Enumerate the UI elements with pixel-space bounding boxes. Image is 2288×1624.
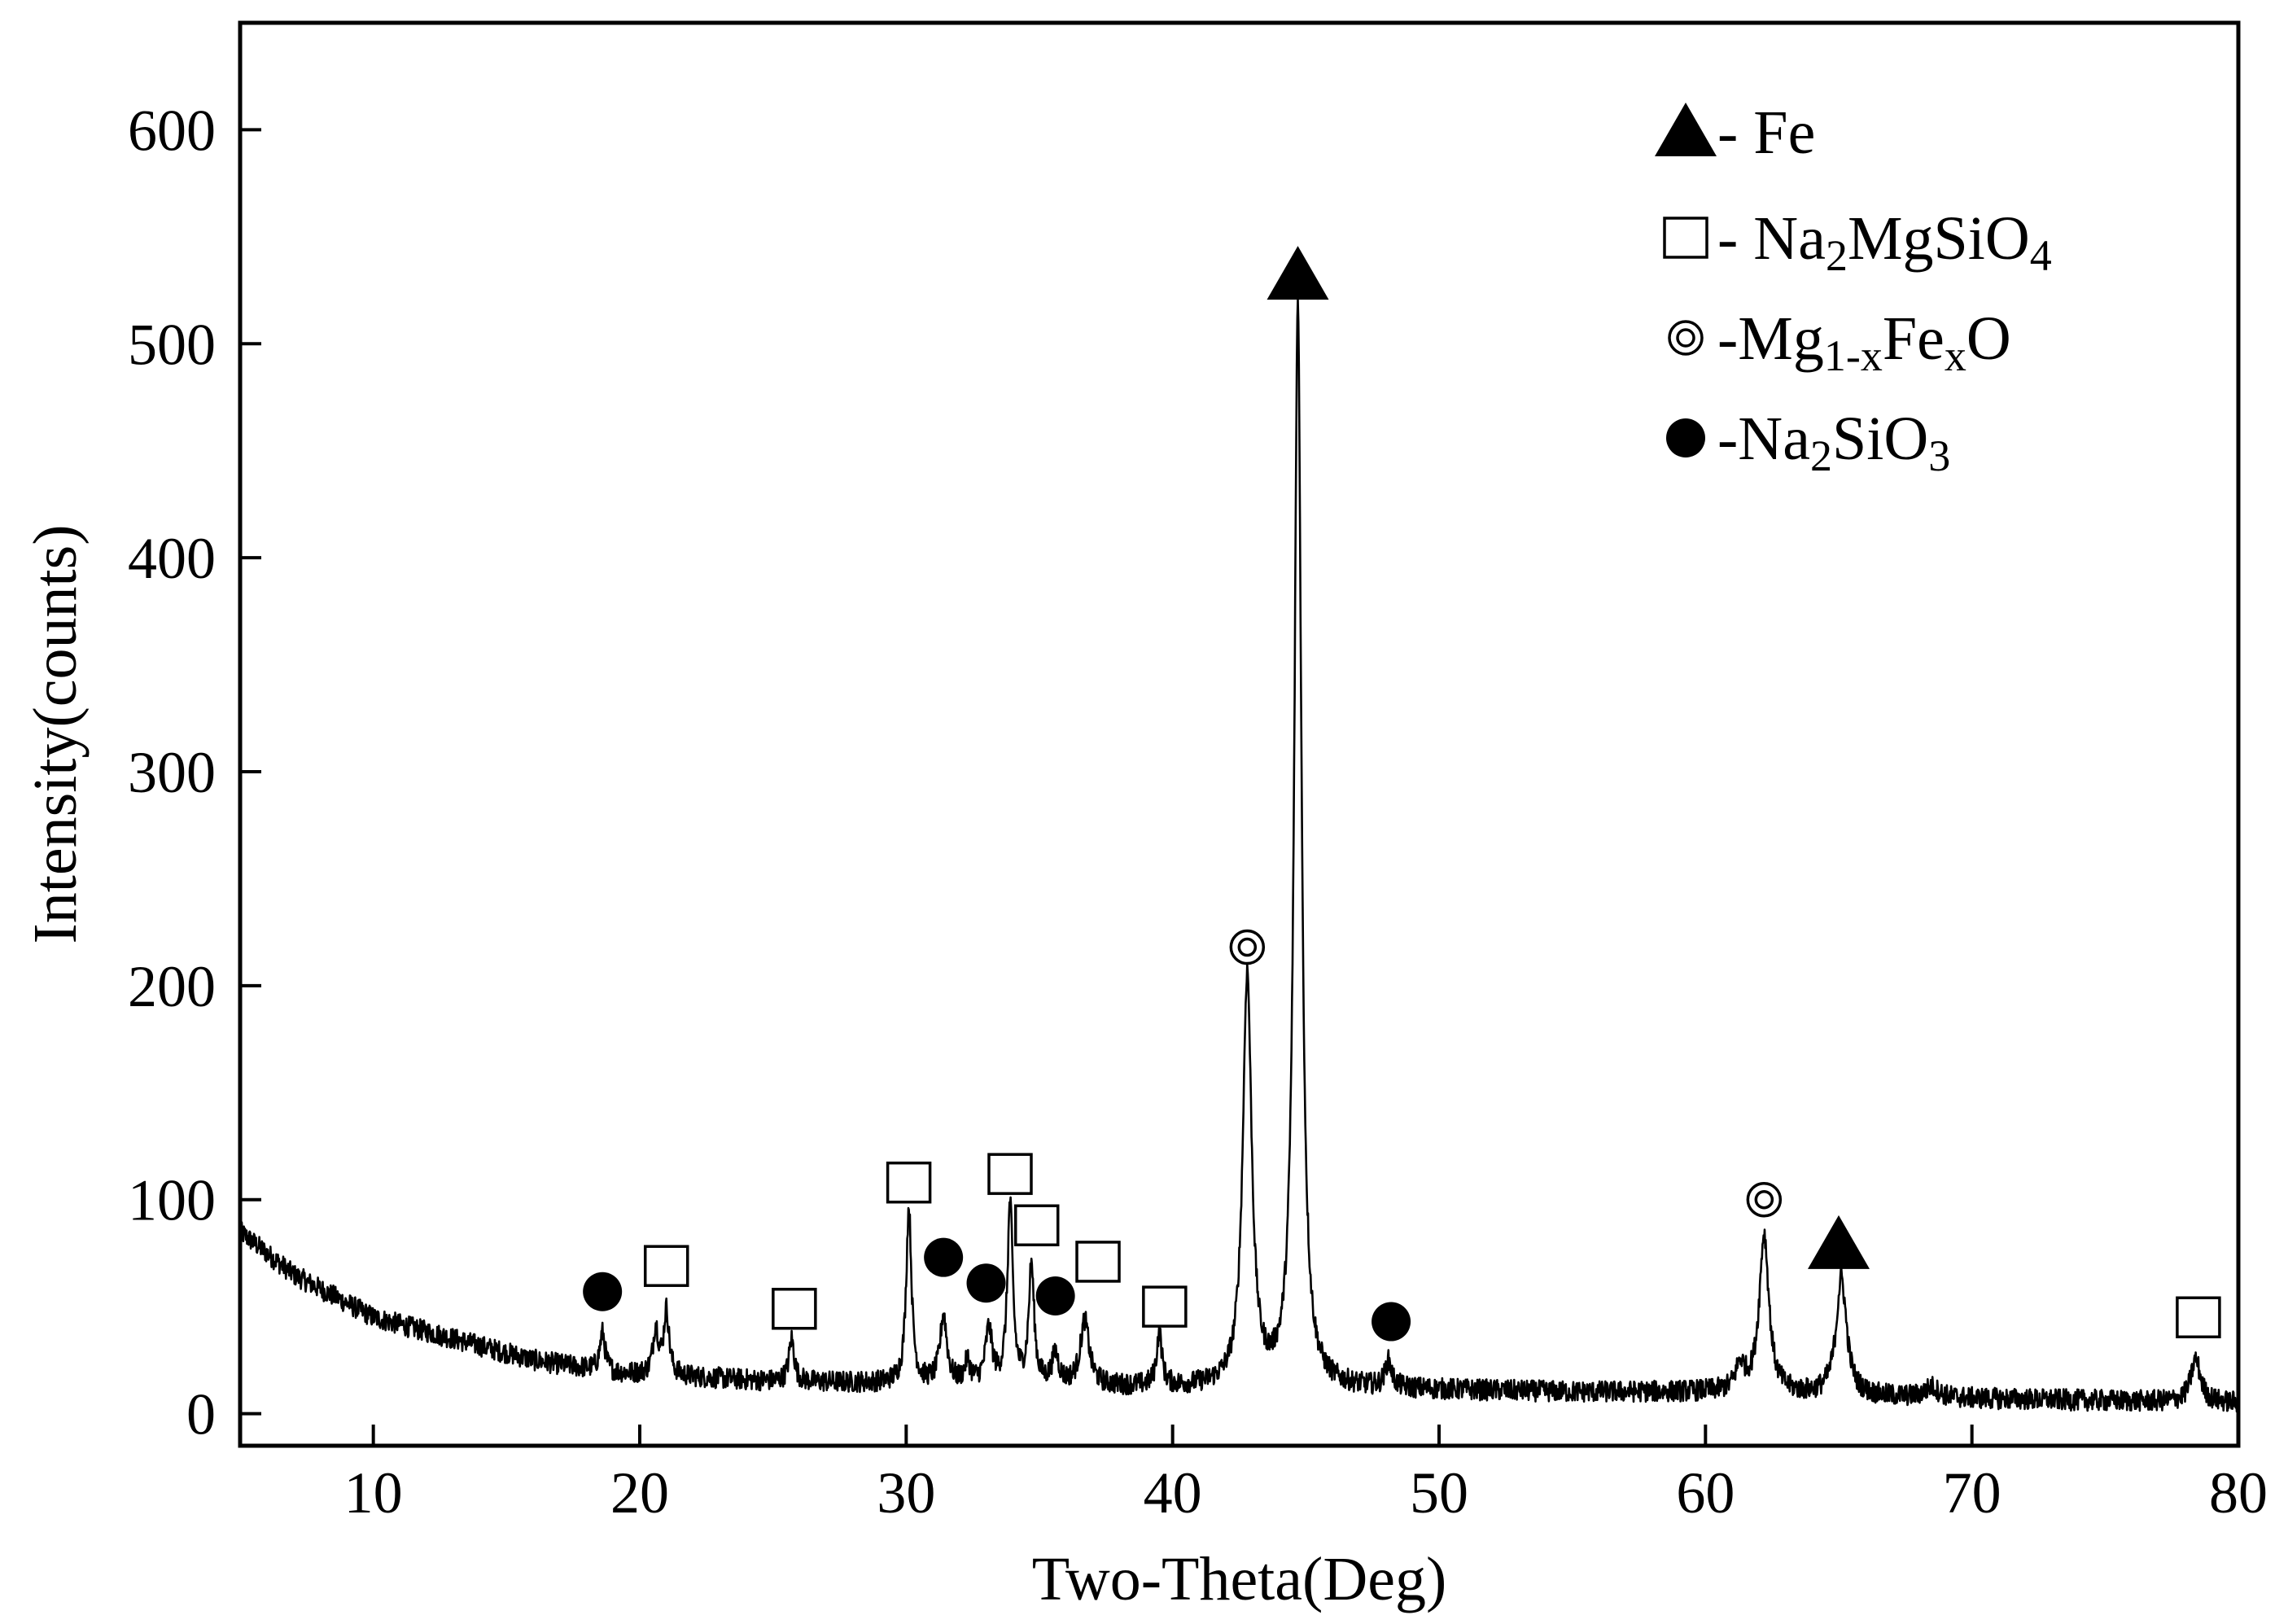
y-tick-label: 200 xyxy=(128,954,216,1019)
xrd-trace xyxy=(238,298,2240,1413)
phase-marker-open-square xyxy=(1075,1241,1121,1283)
phase-marker-filled-circle xyxy=(583,1272,623,1311)
legend-symbol-open-square xyxy=(1663,217,1708,259)
x-axis-label: Two-Theta(Deg) xyxy=(1032,1545,1447,1613)
x-tick-label: 60 xyxy=(1676,1460,1735,1526)
legend: - Fe - Na2MgSiO4 -Mg1-xFexO -Na2SiO3 xyxy=(1655,98,2052,480)
phase-marker-filled-circle xyxy=(1035,1276,1075,1315)
y-tick-label: 400 xyxy=(128,526,216,591)
phase-marker-open-square xyxy=(772,1288,817,1330)
y-axis-label: Intensity(counts) xyxy=(21,524,90,943)
plot-frame xyxy=(238,20,2241,1448)
data-layer xyxy=(238,298,2240,1413)
phase-marker-layer xyxy=(583,246,2221,1342)
phase-marker-open-square xyxy=(2176,1296,2221,1339)
phase-marker-filled-circle xyxy=(924,1237,964,1277)
y-tick-label: 100 xyxy=(128,1168,216,1233)
phase-marker-filled-triangle xyxy=(1808,1215,1870,1269)
legend-symbol-filled-circle xyxy=(1666,418,1705,457)
x-tick-label: 50 xyxy=(1410,1460,1468,1526)
phase-marker-filled-circle xyxy=(1371,1302,1411,1342)
phase-marker-filled-triangle xyxy=(1266,246,1329,300)
phase-marker-open-square xyxy=(987,1153,1033,1195)
legend-item: - Na2MgSiO4 xyxy=(1663,204,2052,280)
legend-label: -Na2SiO3 xyxy=(1717,405,1950,480)
x-tick-label: 10 xyxy=(344,1460,403,1526)
y-axis: 0 100 200 300 400 500 600 xyxy=(128,98,261,1447)
x-tick-label: 40 xyxy=(1144,1460,1202,1526)
phase-marker-double-circle xyxy=(1746,1181,1783,1218)
phase-marker-open-square xyxy=(643,1245,689,1287)
y-tick-label: 600 xyxy=(128,98,216,163)
legend-label: - Fe xyxy=(1717,98,1815,167)
legend-symbol-filled-triangle xyxy=(1655,103,1717,156)
phase-marker-open-square xyxy=(886,1161,932,1204)
legend-label: -Mg1-xFexO xyxy=(1717,304,2011,380)
x-tick-label: 70 xyxy=(1943,1460,2001,1526)
y-tick-label: 0 xyxy=(186,1382,216,1447)
x-axis: 10 20 30 40 50 60 70 80 xyxy=(344,1425,2268,1526)
legend-label: - Na2MgSiO4 xyxy=(1717,204,2052,280)
phase-marker-double-circle xyxy=(1229,929,1266,965)
phase-marker-open-square xyxy=(1013,1204,1060,1247)
y-tick-label: 500 xyxy=(128,312,216,377)
legend-item: -Na2SiO3 xyxy=(1666,405,1950,480)
legend-item: -Mg1-xFexO xyxy=(1668,304,2011,380)
x-tick-label: 20 xyxy=(610,1460,669,1526)
phase-marker-open-square xyxy=(1142,1285,1188,1328)
legend-item: - Fe xyxy=(1655,98,1815,167)
phase-marker-filled-circle xyxy=(966,1263,1006,1303)
x-tick-label: 30 xyxy=(877,1460,935,1526)
x-tick-label: 80 xyxy=(2209,1460,2268,1526)
legend-symbol-double-circle xyxy=(1668,320,1704,356)
y-tick-label: 300 xyxy=(128,740,216,805)
